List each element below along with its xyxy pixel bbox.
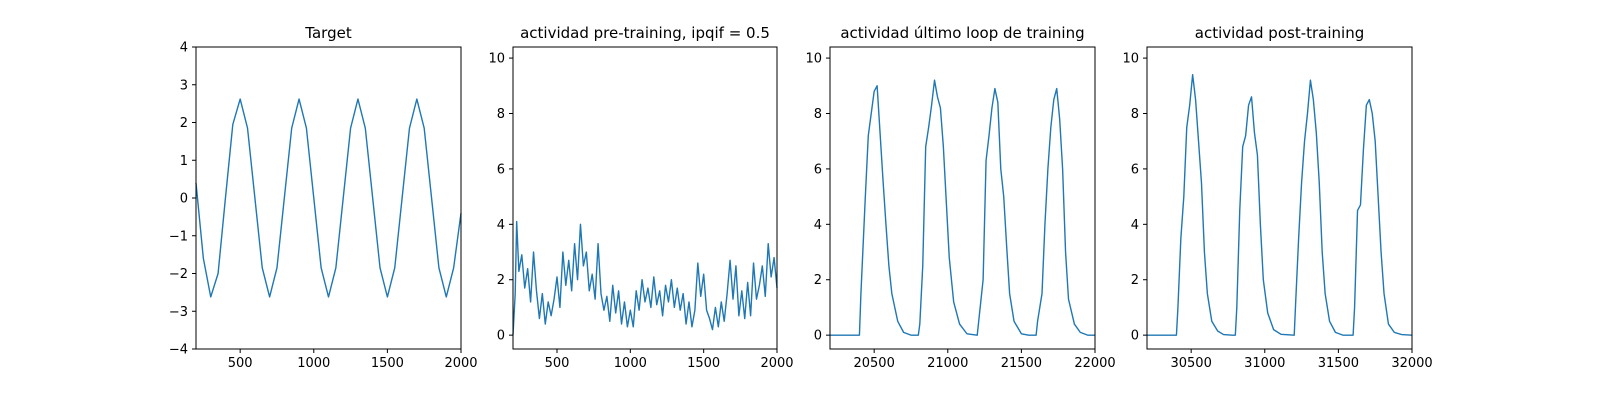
subplot: 20500 21000 21500 22000 0 2 4 6 8 10 actividad últ… bbox=[805, 24, 1115, 371]
y-tick-label: 0 bbox=[497, 329, 505, 344]
y-tick-label: 10 bbox=[488, 52, 505, 67]
series-line bbox=[830, 79, 1095, 336]
x-tick-label: 22000 bbox=[1074, 356, 1115, 371]
subplot: 500 1000 1500 2000 0 2 4 6 8 10 actividad pre-trai… bbox=[488, 24, 793, 371]
x-tick-label: 21500 bbox=[1001, 356, 1042, 371]
y-tick-label: 4 bbox=[814, 218, 822, 233]
x-tick-label: 2000 bbox=[444, 356, 477, 371]
x-tick-label: 1500 bbox=[371, 356, 404, 371]
y-tick-label: −2 bbox=[169, 267, 188, 282]
y-tick-label: 0 bbox=[1131, 329, 1139, 344]
y-tick-label: 8 bbox=[497, 107, 505, 122]
y-tick-label: 6 bbox=[497, 162, 505, 177]
y-tick-label: 0 bbox=[814, 329, 822, 344]
y-tick-label: 6 bbox=[814, 162, 822, 177]
y-tick-label: 10 bbox=[1122, 52, 1139, 67]
x-tick-label: 1000 bbox=[614, 356, 647, 371]
chart-title: actividad último loop de training bbox=[840, 24, 1084, 42]
y-tick-label: 6 bbox=[1131, 162, 1139, 177]
x-tick-label: 500 bbox=[228, 356, 253, 371]
x-tick-label: 21000 bbox=[927, 356, 968, 371]
x-tick-label: 2000 bbox=[760, 356, 793, 371]
x-tick-label: 500 bbox=[545, 356, 570, 371]
y-tick-label: 8 bbox=[814, 107, 822, 122]
chart-title: actividad pre-training, ipqif = 0.5 bbox=[520, 24, 770, 42]
y-tick-label: −4 bbox=[169, 343, 188, 358]
y-tick-label: −3 bbox=[169, 305, 188, 320]
y-tick-label: 10 bbox=[805, 52, 822, 67]
series-line bbox=[195, 98, 462, 298]
y-tick-label: 4 bbox=[497, 218, 505, 233]
y-tick-label: −1 bbox=[169, 229, 188, 244]
x-tick-label: 31500 bbox=[1318, 356, 1359, 371]
x-tick-label: 32000 bbox=[1391, 356, 1432, 371]
x-tick-label: 30500 bbox=[1170, 356, 1211, 371]
y-tick-label: 2 bbox=[814, 273, 822, 288]
y-tick-label: 2 bbox=[497, 273, 505, 288]
series-line bbox=[1147, 74, 1413, 336]
y-tick-label: 4 bbox=[1131, 218, 1139, 233]
axes-frame bbox=[195, 46, 462, 350]
axes-frame bbox=[512, 46, 778, 350]
y-tick-label: 0 bbox=[180, 192, 188, 207]
subplot: 500 1000 1500 2000 −4 −3 −2 −1 0 1 2 3 4 Target bbox=[169, 24, 478, 371]
series-line bbox=[512, 220, 778, 336]
axes-frame bbox=[1146, 46, 1413, 350]
y-tick-label: 2 bbox=[180, 116, 188, 131]
y-tick-label: 2 bbox=[1131, 273, 1139, 288]
y-tick-label: 8 bbox=[1131, 107, 1139, 122]
chart-title: actividad post-training bbox=[1195, 24, 1364, 42]
axes-frame bbox=[829, 46, 1096, 350]
x-tick-label: 1500 bbox=[687, 356, 720, 371]
x-tick-label: 20500 bbox=[853, 356, 894, 371]
y-tick-label: 1 bbox=[180, 154, 188, 169]
subplot: 30500 31000 31500 32000 0 2 4 6 8 10 actividad pos… bbox=[1122, 24, 1432, 371]
y-tick-label: 4 bbox=[180, 41, 188, 56]
x-tick-label: 1000 bbox=[297, 356, 330, 371]
y-tick-label: 3 bbox=[180, 78, 188, 93]
chart-title: Target bbox=[304, 24, 352, 42]
x-tick-label: 31000 bbox=[1244, 356, 1285, 371]
